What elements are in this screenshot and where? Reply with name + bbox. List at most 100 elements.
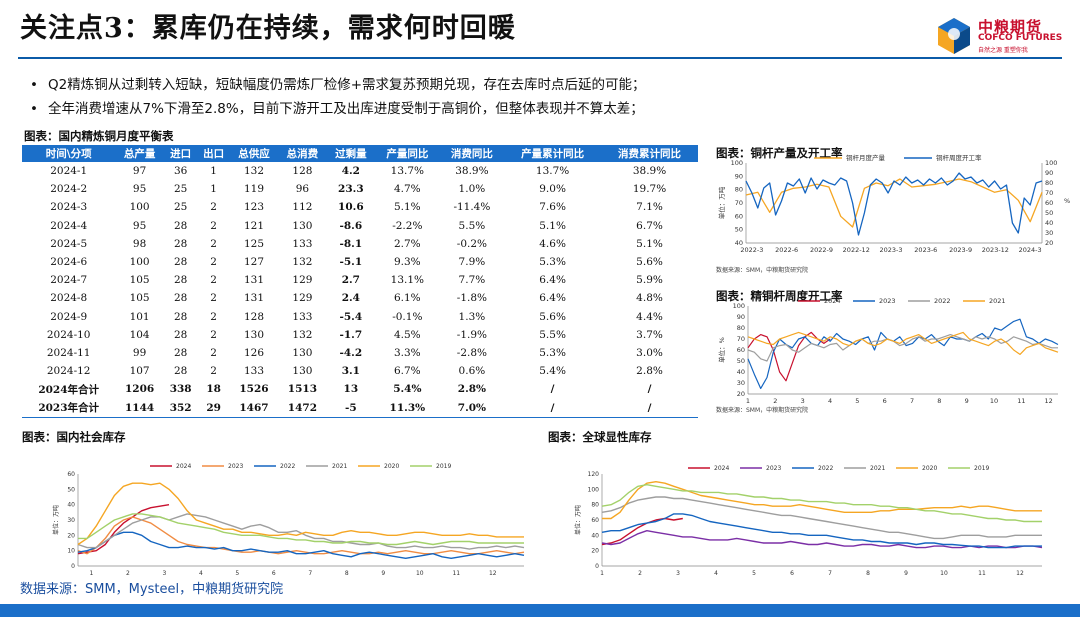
bullet-dot-icon: • bbox=[30, 101, 38, 117]
table-cell: 6.4% bbox=[539, 292, 566, 305]
table-cell: 4.7% bbox=[393, 183, 421, 196]
table-cell: 28 bbox=[173, 346, 188, 359]
legend-label: 2021 bbox=[870, 465, 885, 472]
table-cell: 9.3% bbox=[393, 256, 421, 269]
series-line-2020 bbox=[77, 482, 524, 546]
table-cell: 100 bbox=[129, 201, 150, 214]
source-note: 数据来源：SMM，中粮期货研究院 bbox=[716, 267, 809, 274]
table-cell: 352 bbox=[163, 398, 198, 418]
y-tick-label-right: 70 bbox=[1045, 189, 1053, 197]
table-cell: 2024年合计 bbox=[38, 383, 100, 396]
table-cell: 28 bbox=[173, 328, 188, 341]
table-header-cell: 消费累计同比 bbox=[601, 145, 698, 162]
chart-title-rod-output: 图表：铜杆产量及开工率 bbox=[716, 146, 843, 160]
balance-table: 时间\分项 总产量 进口 出口 总供应 总消费 过剩量 产量同比 消费同比 产量累计同比 消费累计同… bbox=[22, 145, 698, 418]
series-line-2022 bbox=[747, 333, 1058, 362]
y-tick-label: 30 bbox=[67, 517, 75, 524]
table-cell: 2 bbox=[210, 274, 217, 287]
table-row: 2024-7 105 28 2 131 129 2.7 13.1% 7.7% 6.4% 5.9% bbox=[22, 271, 698, 289]
table-cell: 5.3% bbox=[539, 346, 566, 359]
table-cell: 2.8% bbox=[457, 383, 487, 396]
x-tick-label: 4 bbox=[714, 570, 718, 577]
table-cell: 38.9% bbox=[455, 165, 489, 178]
y-tick-label: 50 bbox=[735, 226, 743, 234]
x-tick-label: 8 bbox=[937, 397, 941, 405]
table-cell: 2 bbox=[210, 310, 217, 323]
x-tick-label: 12 bbox=[1045, 397, 1053, 405]
table-cell: 1 bbox=[210, 183, 217, 196]
x-tick-label: 2023-12 bbox=[982, 246, 1009, 254]
table-cell: 6.7% bbox=[636, 219, 663, 232]
logo-icon bbox=[938, 18, 970, 54]
bullet-item: • 全年消费增速从7%下滑至2.8%，目前下游开工及出库进度受制于高铜价，但整体表… bbox=[30, 97, 646, 121]
y-tick-label: 80 bbox=[735, 186, 743, 194]
table-row: 2024-2 95 25 1 119 96 23.3 4.7% 1.0% 9.0% 19.7% bbox=[22, 180, 698, 198]
table-cell: / bbox=[550, 383, 555, 396]
table-cell: -11.4% bbox=[453, 201, 491, 214]
table-cell: -1.8% bbox=[456, 292, 487, 305]
table-cell: -8.6 bbox=[339, 219, 363, 232]
table-cell: 7.0% bbox=[439, 398, 505, 418]
bullet-item: • Q2精炼铜从过剩转入短缺，短缺幅度仍需炼厂检修+需求复苏预期兑现，存在去库时点… bbox=[30, 73, 646, 97]
table-row: 2024-6 100 28 2 127 132 -5.1 9.3% 7.9% 5.3% 5.6% bbox=[22, 253, 698, 271]
y-tick-label: 40 bbox=[737, 368, 745, 376]
table-cell: 2024-5 bbox=[50, 237, 88, 250]
table-cell: 6.1% bbox=[393, 292, 421, 305]
table-cell: 11.3% bbox=[375, 398, 440, 418]
table-cell: 2024-11 bbox=[46, 346, 91, 359]
y-tick-label: 80 bbox=[737, 324, 745, 332]
table-cell: 119 bbox=[243, 183, 265, 196]
table-cell: 101 bbox=[129, 310, 150, 323]
x-tick-label: 10 bbox=[990, 397, 998, 405]
table-cell: 2024-7 bbox=[50, 274, 88, 287]
y-tick-label: 70 bbox=[735, 199, 743, 207]
series-line-2021 bbox=[601, 496, 1042, 540]
table-cell: 1.0% bbox=[458, 183, 486, 196]
table-cell: 98 bbox=[132, 237, 147, 250]
legend-label: 2023 bbox=[879, 297, 896, 305]
table-header-cell: 出口 bbox=[197, 145, 230, 162]
legend-label: 2020 bbox=[922, 465, 937, 472]
table-cell: 2024-1 bbox=[50, 165, 88, 178]
legend-label: 2023 bbox=[766, 465, 781, 472]
table-cell: / bbox=[601, 398, 698, 418]
table-cell: 5.5% bbox=[458, 219, 486, 232]
y-tick-label: 100 bbox=[588, 486, 600, 493]
table-cell: 2 bbox=[210, 292, 217, 305]
y-axis-label: 单位：万吨 bbox=[574, 505, 582, 535]
table-cell: 128 bbox=[243, 310, 265, 323]
table-cell: 127 bbox=[243, 256, 265, 269]
series-line-2023 bbox=[601, 529, 1043, 549]
table-cell: -8.1 bbox=[339, 237, 363, 250]
table-cell: 2.4 bbox=[341, 292, 360, 305]
table-cell: 2024-8 bbox=[50, 292, 88, 305]
table-cell: 5.1% bbox=[393, 201, 421, 214]
table-header-cell: 消费同比 bbox=[439, 145, 505, 162]
x-tick-label: 11 bbox=[452, 570, 460, 577]
table-cell: 13 bbox=[343, 383, 359, 396]
table-cell: 5.3% bbox=[539, 256, 566, 269]
table-cell: 2024-3 bbox=[50, 201, 88, 214]
table-cell: 132 bbox=[243, 165, 265, 178]
table-cell: 2024-10 bbox=[46, 328, 91, 341]
y-tick-label: 40 bbox=[591, 532, 599, 539]
table-cell: 9.0% bbox=[539, 183, 566, 196]
x-tick-label: 2 bbox=[773, 397, 777, 405]
table-cell: 2024-4 bbox=[50, 219, 88, 232]
table-cell: 5.6% bbox=[636, 256, 663, 269]
table-row: 2024-1 97 36 1 132 128 4.2 13.7% 38.9% 13.7% 38.9% bbox=[22, 162, 698, 180]
x-tick-label: 10 bbox=[940, 570, 948, 577]
y-tick-label: 50 bbox=[67, 486, 75, 493]
x-tick-label: 3 bbox=[162, 570, 166, 577]
table-cell: 126 bbox=[243, 346, 265, 359]
table-header-cell: 总消费 bbox=[278, 145, 327, 162]
series-line-2021 bbox=[747, 331, 1059, 356]
table-cell: 123 bbox=[243, 201, 265, 214]
x-tick-label: 6 bbox=[790, 570, 794, 577]
x-tick-label: 7 bbox=[828, 570, 832, 577]
table-cell: 3.1 bbox=[341, 365, 360, 378]
x-tick-label: 2022-12 bbox=[843, 246, 870, 254]
x-tick-label: 8 bbox=[345, 570, 349, 577]
table-cell: 29 bbox=[197, 398, 230, 418]
